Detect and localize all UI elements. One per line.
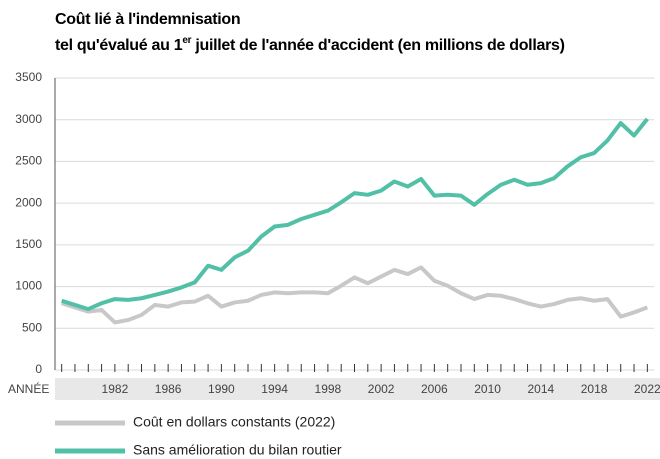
legend-label: Sans amélioration du bilan routier: [133, 442, 342, 458]
data-line: [61, 117, 649, 312]
y-tick-label: 0: [35, 362, 42, 376]
x-tick-label: 2018: [581, 382, 608, 396]
subtitle-part: tel qu'évalué au 1: [55, 37, 183, 54]
y-tick-label: 1000: [15, 279, 42, 293]
x-tick-label: 1986: [155, 382, 182, 396]
y-tick-label: 2500: [15, 154, 42, 168]
y-tick-label: 3500: [15, 70, 42, 84]
x-tick-label: 1998: [315, 382, 342, 396]
x-tick-label: 2006: [421, 382, 448, 396]
y-tick-label: 2000: [15, 195, 42, 209]
chart-subtitle: tel qu'évalué au 1er juillet de l'année …: [55, 35, 565, 55]
subtitle-part: juillet de l'année d'accident (en millio…: [191, 37, 564, 54]
x-tick-label: 1994: [261, 382, 288, 396]
x-tick-label: 2014: [528, 382, 555, 396]
x-tick-label: 2010: [474, 382, 501, 396]
x-axis-label: ANNÉE: [8, 381, 49, 396]
legend-label: Coût en dollars constants (2022): [133, 414, 335, 430]
x-tick-label: 2022: [634, 382, 660, 396]
x-tick-label: 1990: [208, 382, 235, 396]
y-tick-label: 1500: [15, 237, 42, 251]
x-tick-label: 2002: [368, 382, 395, 396]
y-tick-label: 3000: [15, 112, 42, 126]
x-axis-band: [55, 378, 660, 400]
chart-title: Coût lié à l'indemnisation: [55, 11, 240, 28]
y-tick-label: 500: [22, 320, 42, 334]
x-tick-label: 1982: [102, 382, 129, 396]
subtitle-sup: er: [182, 35, 191, 46]
data-line: [61, 265, 649, 325]
